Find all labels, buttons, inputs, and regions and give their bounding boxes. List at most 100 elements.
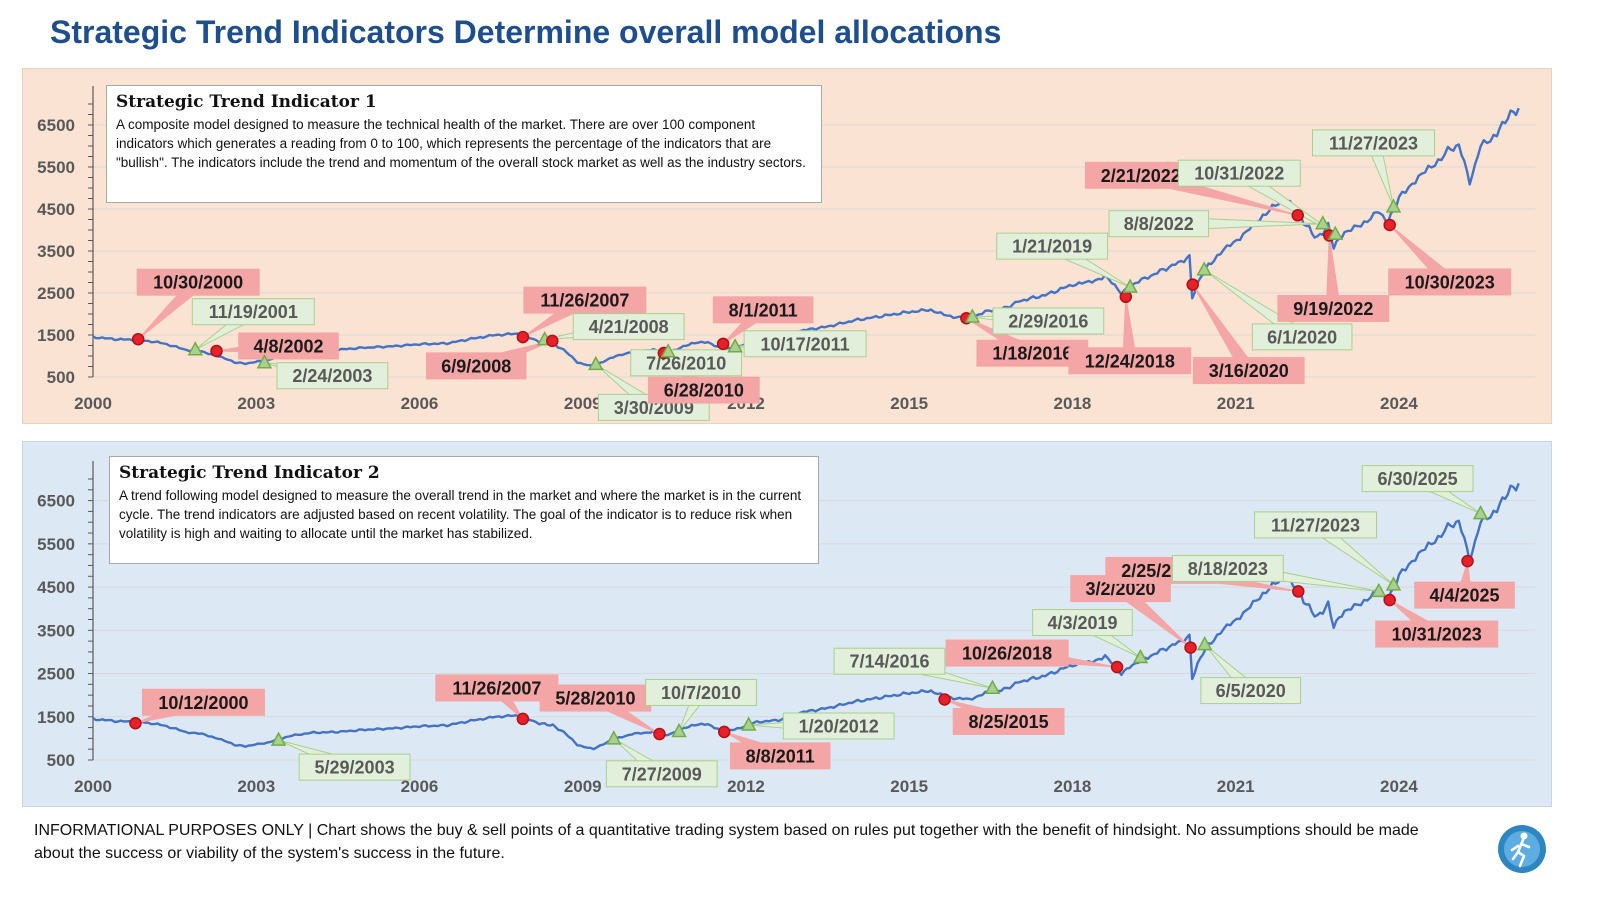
chart1-x-tick-label: 2024 (1380, 394, 1418, 413)
chart1-y-tick-label: 5500 (37, 158, 75, 177)
chart1-y-tick-label: 6500 (37, 116, 75, 135)
chart2-signal-label-1-20-2012: 1/20/2012 (799, 716, 879, 736)
chart1-callout-box-2-29-2016 (992, 307, 1105, 335)
chart2-buy-marker-6-5-2020 (1196, 635, 1213, 651)
chart1-x-tick-label: 2006 (401, 394, 439, 413)
chart1-sell-marker-10-30-2023 (1383, 218, 1396, 232)
chart1-buy-marker-10-17-2011 (727, 338, 743, 353)
chart2-signal-label-7-27-2009: 7/27/2009 (622, 764, 702, 784)
chart1-signal-label-8-1-2011: 8/1/2011 (729, 300, 798, 320)
chart1-callout-box-11-27-2023 (1312, 129, 1436, 157)
chart2-callout-box-10-31-2023 (1375, 620, 1499, 648)
chart1-signal-label-11-27-2023: 11/27/2023 (1329, 133, 1418, 153)
chart2-signal-label-4-4-2025: 4/4/2025 (1429, 586, 1499, 606)
chart1-signal-label-4-8-2002: 4/8/2002 (253, 336, 323, 356)
chart1-sell-marker-3-16-2020 (1186, 278, 1199, 291)
chart1-buy-marker-2-29-2016 (964, 308, 981, 323)
chart2-sell-marker-8-25-2015 (938, 693, 951, 706)
chart2-y-tick-label: 3500 (37, 621, 75, 640)
chart2-signal-label-10-26-2018: 10/26/2018 (962, 644, 1052, 664)
chart2-buy-marker-6-30-2025 (1472, 505, 1489, 520)
chart2-sell-marker-5-28-2010 (653, 727, 666, 741)
chart2-y-tick-label: 2500 (37, 665, 75, 684)
chart1-x-tick-label: 2000 (74, 394, 112, 413)
indicator-2-title: Strategic Trend Indicator 2 (119, 463, 380, 483)
chart2-signal-label-8-18-2023: 8/18/2023 (1188, 559, 1268, 579)
chart2-signal-label-3-2-2020: 3/2/2020 (1086, 579, 1156, 599)
chart1-callout-box-6-28-2010 (647, 376, 760, 404)
chart1-y-tick-label: 4500 (37, 200, 75, 219)
chart2-buy-marker-5-29-2003 (270, 731, 287, 746)
chart1-signal-label-6-9-2008: 6/9/2008 (441, 356, 511, 376)
chart2-sell-marker-3-2-2020 (1184, 641, 1197, 654)
chart1-signal-label-7-26-2010: 7/26/2010 (646, 353, 726, 373)
chart1-callout-box-10-17-2011 (743, 330, 867, 358)
chart1-callout-box-7-26-2010 (630, 349, 743, 377)
chart1-signal-label-11-19-2001: 11/19/2001 (209, 302, 298, 322)
chart1-x-tick-label: 2021 (1217, 394, 1255, 413)
chart2-signal-label-8-25-2015: 8/25/2015 (969, 712, 1049, 732)
chart1-callout-box-10-31-2022 (1177, 159, 1301, 187)
chart1-signal-label-12-24-2018: 12/24/2018 (1085, 351, 1175, 371)
chart1-buy-marker-3-30-2009 (588, 355, 604, 371)
chart1-sell-marker-8-1-2011 (716, 337, 730, 351)
chart1-signal-label-8-8-2022: 8/8/2022 (1124, 214, 1194, 234)
chart2-buy-marker-11-27-2023 (1385, 576, 1402, 591)
chart1-callout-box-4-8-2002 (238, 332, 339, 360)
chart2-x-tick-label: 2021 (1217, 777, 1255, 796)
chart2-signal-label-10-31-2023: 10/31/2023 (1392, 625, 1482, 645)
chart2-x-tick-label: 2015 (890, 777, 928, 796)
chart2-y-tick-label: 500 (47, 751, 75, 770)
chart1-callout-box-3-16-2020 (1192, 357, 1305, 385)
chart1-callout-box-10-30-2023 (1388, 268, 1512, 296)
chart2-callout-box-1-20-2012 (782, 712, 895, 740)
chart2-y-tick-label: 1500 (37, 708, 75, 727)
chart2-sell-marker-10-12-2000 (129, 717, 142, 730)
chart2-signal-label-8-8-2011: 8/8/2011 (746, 746, 815, 766)
chart1-buy-marker-11-27-2023 (1385, 198, 1402, 213)
chart1-sell-marker-6-9-2008 (546, 334, 559, 348)
chart2-callout-box-6-30-2025 (1361, 465, 1474, 493)
chart2-callout-box-8-8-2011 (729, 742, 831, 770)
chart1-signal-label-9-19-2022: 9/19/2022 (1293, 299, 1373, 319)
chart2-y-tick-label: 5500 (37, 535, 75, 554)
chart1-signal-label-10-30-2023: 10/30/2023 (1405, 272, 1495, 292)
chart2-x-tick-label: 2012 (727, 777, 765, 796)
page-title: Strategic Trend Indicators Determine ove… (50, 14, 1002, 50)
chart2-callout-box-10-26-2018 (945, 639, 1069, 667)
chart1-callout-box-11-26-2007 (523, 286, 647, 314)
chart2-signal-label-4-3-2019: 4/3/2019 (1047, 613, 1117, 633)
chart2-callout-box-11-26-2007 (435, 674, 559, 702)
chart2-sell-marker-10-31-2023 (1383, 593, 1396, 607)
chart2-callout-box-5-28-2010 (539, 684, 652, 712)
chart-1-svg: 500 1500 2500 3500 4500 5500 6500 2000 2003 2006 2… (37, 86, 1535, 421)
chart1-sell-marker-2-21-2022 (1291, 209, 1305, 222)
chart2-signal-label-6-30-2025: 6/30/2025 (1378, 469, 1458, 489)
chart2-x-tick-label: 2003 (237, 777, 275, 796)
chart1-buy-marker-1-21-2019 (1122, 278, 1138, 293)
chart2-x-tick-label: 2024 (1380, 777, 1418, 796)
chart1-buy-marker-8-8-2022 (1315, 215, 1331, 230)
chart1-x-tick-label: 2003 (237, 394, 275, 413)
chart2-callout-box-4-4-2025 (1414, 581, 1515, 609)
chart2-x-tick-label: 2000 (74, 777, 112, 796)
chart2-signal-label-11-27-2023: 11/27/2023 (1271, 515, 1360, 535)
chart2-buy-marker-1-20-2012 (740, 716, 757, 731)
chart1-signal-label-3-16-2020: 3/16/2020 (1209, 361, 1289, 381)
chart1-callout-box-10-30-2000 (136, 268, 260, 296)
chart2-sell-marker-11-26-2007 (516, 712, 530, 726)
chart2-callout-box-7-14-2016 (833, 647, 946, 675)
chart2-callout-box-10-7-2010 (645, 678, 757, 706)
chart1-y-tick-label: 1500 (37, 326, 75, 345)
runner-logo-icon (1498, 825, 1546, 873)
chart2-sell-marker-4-4-2025 (1461, 554, 1474, 568)
company-logo (1496, 823, 1548, 880)
chart1-signal-label-10-30-2000: 10/30/2000 (153, 273, 243, 293)
chart1-signal-label-6-28-2010: 6/28/2010 (664, 381, 744, 401)
chart1-x-tick-label: 2015 (890, 394, 928, 413)
chart2-signal-label-10-7-2010: 10/7/2010 (661, 683, 741, 703)
chart-panel-1: 500 1500 2500 3500 4500 5500 6500 2000 2003 2006 2… (22, 68, 1552, 424)
chart1-buy-marker-2-24-2003 (256, 354, 273, 369)
chart2-x-tick-label: 2009 (564, 777, 602, 796)
chart1-y-tick-label: 3500 (37, 242, 75, 261)
